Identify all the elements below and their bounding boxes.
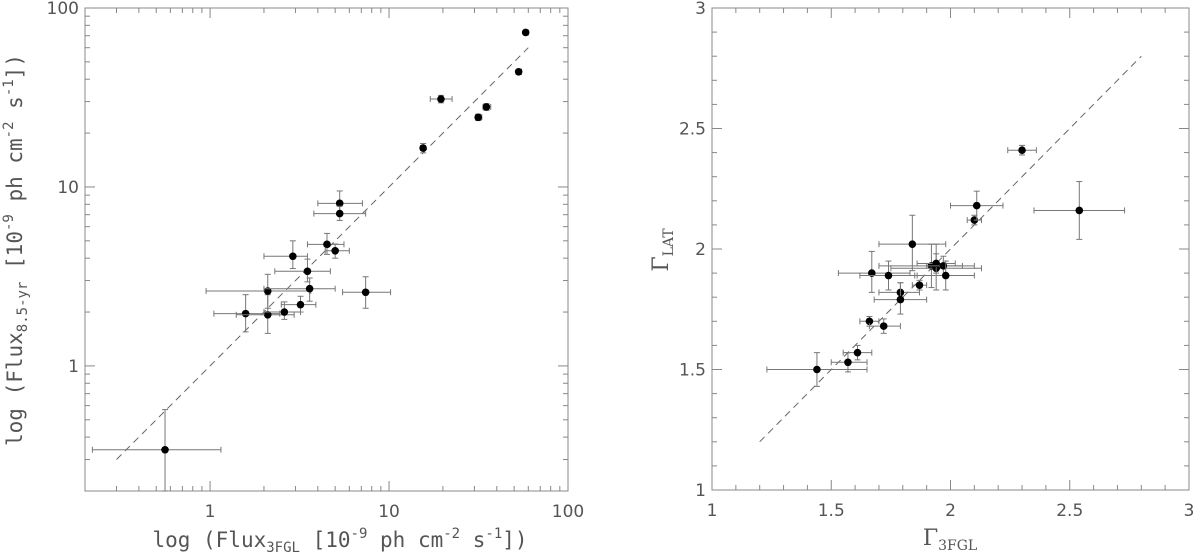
data-point xyxy=(235,294,295,334)
point-marker xyxy=(323,240,331,249)
data-point xyxy=(914,260,975,291)
x-tick-label: 2 xyxy=(945,501,956,521)
tick-labels-left: 1 10 100 1 10 100 xyxy=(47,0,585,522)
data-point xyxy=(263,277,336,302)
point-marker xyxy=(941,271,950,280)
data-point xyxy=(950,190,1004,221)
data-point xyxy=(514,68,523,76)
point-marker xyxy=(289,252,297,261)
point-marker xyxy=(521,28,530,37)
point-marker xyxy=(1075,206,1084,215)
data-point xyxy=(274,258,331,283)
tick-marks-left xyxy=(85,7,569,491)
point-marker xyxy=(305,284,314,293)
point-marker xyxy=(280,308,289,316)
data-point xyxy=(91,409,222,492)
data-point xyxy=(830,352,868,373)
point-marker xyxy=(867,269,876,277)
plot-frame-left xyxy=(84,7,569,492)
data-point xyxy=(1033,181,1126,240)
data-point xyxy=(859,260,918,291)
x-tick-label: 1 xyxy=(707,501,718,521)
x-tick-label: 3 xyxy=(1184,501,1195,521)
point-marker xyxy=(241,309,250,318)
data-point xyxy=(482,103,492,111)
reference-line-left xyxy=(116,47,529,460)
y-tick-label: 3 xyxy=(695,0,706,19)
data-point xyxy=(324,243,350,259)
point-marker xyxy=(813,365,821,374)
data-point xyxy=(205,273,312,309)
data-point xyxy=(280,295,317,313)
point-marker xyxy=(482,103,491,111)
point-marker xyxy=(437,95,445,103)
point-marker xyxy=(263,311,272,319)
point-marker xyxy=(932,259,940,268)
data-points-right xyxy=(766,144,1126,387)
x-tick-label: 10 xyxy=(378,502,400,522)
point-marker xyxy=(419,144,427,152)
point-marker xyxy=(303,267,312,276)
y-tick-label: 1 xyxy=(68,357,79,377)
y-tick-label: 1.5 xyxy=(679,361,706,381)
point-marker xyxy=(865,317,874,326)
x-tick-label: 1 xyxy=(205,502,216,522)
tick-marks-right xyxy=(711,7,1190,491)
point-marker xyxy=(161,445,169,454)
data-point xyxy=(766,352,868,387)
data-point xyxy=(873,282,928,315)
point-marker xyxy=(335,199,344,208)
y-tick-label: 2.5 xyxy=(679,120,706,140)
y-tick-label: 1 xyxy=(695,481,706,501)
y-axis-label-right: ΓLAT xyxy=(649,228,677,272)
point-marker xyxy=(853,348,862,357)
point-marker xyxy=(474,113,483,122)
data-point xyxy=(868,318,901,334)
y-axis-label-left: log (Flux8.5-yr [10-9 ph cm-2 s-1]) xyxy=(1,54,31,446)
point-marker xyxy=(844,358,852,367)
data-point xyxy=(521,28,530,37)
x-axis-label-left: log (Flux3FGL [10-9 ph cm-2 s-1]) xyxy=(152,526,527,553)
x-tick-label: 100 xyxy=(552,502,584,522)
data-point xyxy=(911,279,928,291)
chart-left-flux: 1 10 100 1 10 100 log (Flux3FGL [10-9 ph cm-2… xyxy=(1,0,584,553)
data-point xyxy=(842,344,873,361)
tick-labels-right: 1 1.5 2 2.5 3 1 1.5 2 2.5 3 xyxy=(679,0,1194,521)
data-point xyxy=(837,250,911,293)
point-marker xyxy=(514,68,523,76)
point-marker xyxy=(331,246,339,255)
data-point xyxy=(474,113,483,122)
point-marker xyxy=(879,322,888,330)
x-tick-label: 1.5 xyxy=(818,501,845,521)
data-point xyxy=(342,276,392,309)
point-marker xyxy=(915,281,924,289)
data-points-left xyxy=(91,28,530,492)
point-marker xyxy=(361,288,370,297)
reference-line-right xyxy=(759,55,1142,443)
x-tick-label: 2.5 xyxy=(1056,501,1083,521)
data-point xyxy=(1007,144,1037,156)
data-point xyxy=(263,240,308,270)
point-marker xyxy=(296,300,305,309)
point-marker xyxy=(972,201,981,210)
data-point xyxy=(313,205,367,221)
point-marker xyxy=(1018,146,1026,154)
x-axis-label-right: Γ3FGL xyxy=(923,526,977,553)
point-marker xyxy=(896,295,905,304)
point-marker xyxy=(908,240,917,248)
y-tick-label: 10 xyxy=(57,178,79,198)
data-point xyxy=(859,315,880,327)
point-marker xyxy=(884,271,893,280)
data-point xyxy=(263,301,301,320)
data-point xyxy=(419,142,427,154)
chart-right-index: 1 1.5 2 2.5 3 1 1.5 2 2.5 3 Γ3FGL ΓLAT xyxy=(649,0,1194,553)
y-tick-label: 2 xyxy=(695,240,706,260)
data-point xyxy=(916,253,956,274)
data-point xyxy=(429,94,453,104)
point-marker xyxy=(335,209,344,218)
y-tick-label: 100 xyxy=(47,0,79,19)
